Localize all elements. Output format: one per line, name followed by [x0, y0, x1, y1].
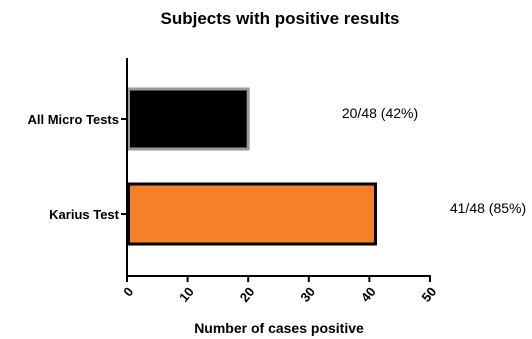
category-label: Karius Test: [49, 207, 120, 222]
axes-layer: All Micro Tests Karius Test 0 10 20 30 40 50 20/…: [27, 58, 526, 305]
category-label: All Micro Tests: [27, 112, 119, 127]
x-tick-label: 10: [176, 284, 197, 305]
bar-karius-test: [127, 182, 377, 246]
x-axis-title: Number of cases positive: [194, 320, 364, 336]
bars-layer: [127, 87, 377, 246]
bar-all-micro-tests: [127, 87, 250, 151]
x-tick-label: 0: [120, 284, 136, 299]
x-tick-label: 40: [358, 284, 379, 305]
x-tick-label: 30: [297, 284, 318, 305]
x-tick-label: 20: [237, 284, 258, 305]
chart-title: Subjects with positive results: [160, 9, 399, 28]
x-tick-label: 50: [418, 284, 439, 305]
data-label: 20/48 (42%): [342, 105, 418, 121]
data-label: 41/48 (85%): [450, 200, 526, 216]
